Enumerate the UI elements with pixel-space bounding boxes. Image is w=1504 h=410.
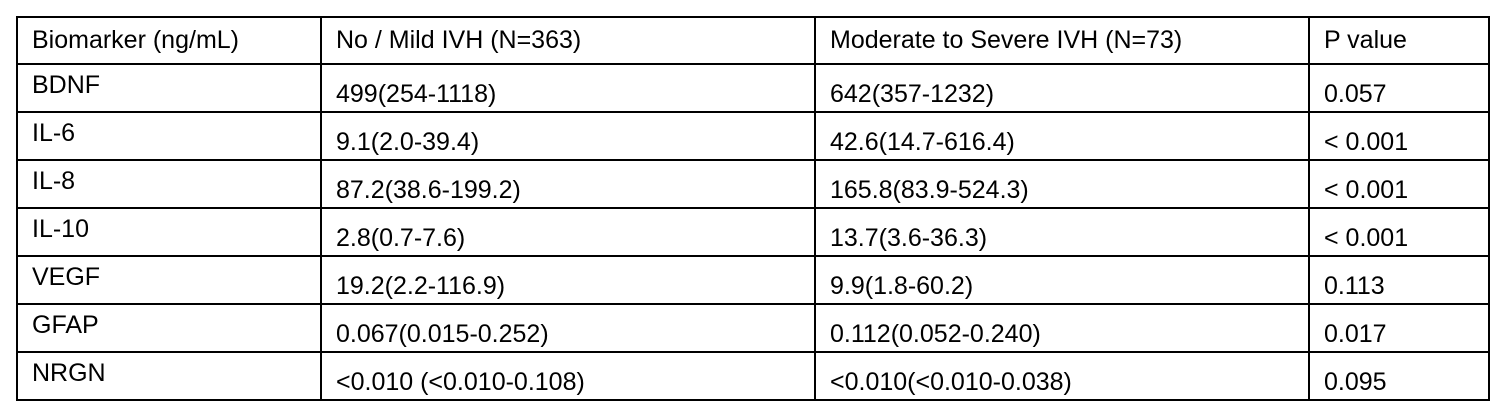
biomarker-cell: IL-6 xyxy=(16,111,322,161)
data-row: IL-8 87.2(38.6-199.2) 165.8(83.9-524.3) < 0… xyxy=(16,159,1490,209)
value-cell: < 0.001 xyxy=(1308,111,1490,161)
value-cell: 0.067(0.015-0.252) xyxy=(320,303,816,353)
value-cell: 2.8(0.7-7.6) xyxy=(320,207,816,257)
biomarker-cell: IL-8 xyxy=(16,159,322,209)
value-cell: 0.112(0.052-0.240) xyxy=(814,303,1310,353)
header-cell: Moderate to Severe IVH (N=73) xyxy=(814,16,1310,65)
value-cell: 0.113 xyxy=(1308,255,1490,305)
value-cell: 499(254-1118) xyxy=(320,63,816,113)
header-cell: P value xyxy=(1308,16,1490,65)
data-row: GFAP 0.067(0.015-0.252) 0.112(0.052-0.240)… xyxy=(16,303,1490,353)
data-row: VEGF 19.2(2.2-116.9) 9.9(1.8-60.2) 0.113 xyxy=(16,255,1490,305)
value-cell: 642(357-1232) xyxy=(814,63,1310,113)
value-cell: 19.2(2.2-116.9) xyxy=(320,255,816,305)
value-cell: <0.010 (<0.010-0.108) xyxy=(320,351,816,401)
value-cell: <0.010(<0.010-0.038) xyxy=(814,351,1310,401)
table-body: Biomarker (ng/mL) No / Mild IVH (N=363) Mo… xyxy=(16,16,1490,401)
biomarker-cell: IL-10 xyxy=(16,207,322,257)
biomarker-cell: BDNF xyxy=(16,63,322,113)
value-cell: < 0.001 xyxy=(1308,207,1490,257)
header-cell: No / Mild IVH (N=363) xyxy=(320,16,816,65)
value-cell: 9.1(2.0-39.4) xyxy=(320,111,816,161)
header-cell: Biomarker (ng/mL) xyxy=(16,16,322,65)
value-cell: < 0.001 xyxy=(1308,159,1490,209)
value-cell: 42.6(14.7-616.4) xyxy=(814,111,1310,161)
biomarker-cell: GFAP xyxy=(16,303,322,353)
biomarker-table: Biomarker (ng/mL) No / Mild IVH (N=363) Mo… xyxy=(16,16,1490,401)
header-row: Biomarker (ng/mL) No / Mild IVH (N=363) Mo… xyxy=(16,16,1490,65)
data-row: IL-6 9.1(2.0-39.4) 42.6(14.7-616.4) < 0.001 xyxy=(16,111,1490,161)
value-cell: 0.057 xyxy=(1308,63,1490,113)
biomarker-cell: VEGF xyxy=(16,255,322,305)
value-cell: 9.9(1.8-60.2) xyxy=(814,255,1310,305)
value-cell: 0.095 xyxy=(1308,351,1490,401)
value-cell: 165.8(83.9-524.3) xyxy=(814,159,1310,209)
biomarker-cell: NRGN xyxy=(16,351,322,401)
data-row: IL-10 2.8(0.7-7.6) 13.7(3.6-36.3) < 0.001 xyxy=(16,207,1490,257)
value-cell: 87.2(38.6-199.2) xyxy=(320,159,816,209)
value-cell: 0.017 xyxy=(1308,303,1490,353)
value-cell: 13.7(3.6-36.3) xyxy=(814,207,1310,257)
data-row: NRGN <0.010 (<0.010-0.108) <0.010(<0.010-0… xyxy=(16,351,1490,401)
data-row: BDNF 499(254-1118) 642(357-1232) 0.057 xyxy=(16,63,1490,113)
